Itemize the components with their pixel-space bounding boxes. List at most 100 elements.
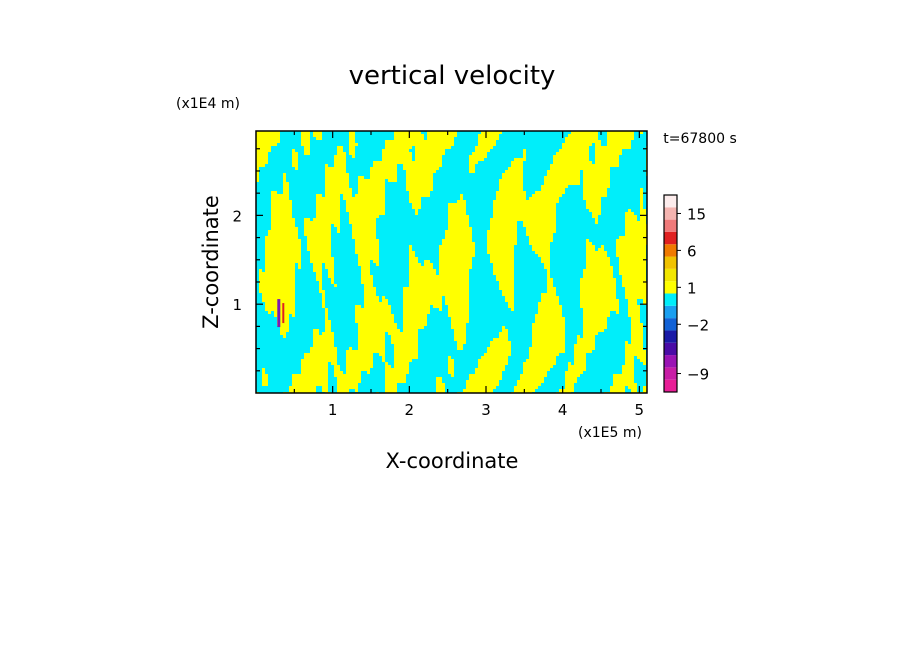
- field-cell: [337, 230, 340, 233]
- field-cell: [619, 269, 646, 272]
- field-cell: [478, 134, 499, 137]
- field-cell: [388, 332, 418, 335]
- field-cell: [313, 263, 322, 266]
- field-cell: [622, 275, 646, 278]
- field-cell: [346, 356, 373, 359]
- field-cell: [346, 359, 373, 362]
- field-cell: [529, 350, 565, 353]
- field-cell: [271, 218, 295, 221]
- field-cell: [337, 149, 343, 152]
- field-cell: [436, 389, 445, 392]
- field-cell: [373, 161, 442, 164]
- field-cell: [442, 239, 472, 242]
- field-cell: [409, 272, 436, 275]
- field-cell: [448, 209, 466, 212]
- field-cell: [271, 194, 289, 197]
- field-cell: [451, 320, 469, 323]
- field-cell: [547, 272, 550, 275]
- field-cell: [613, 380, 634, 383]
- field-cell: [304, 224, 331, 227]
- field-cell: [469, 164, 475, 167]
- field-cell: [580, 296, 616, 299]
- field-cell: [640, 203, 643, 206]
- field-cell: [433, 305, 442, 308]
- field-cell: [508, 305, 514, 308]
- field-cell: [511, 164, 523, 167]
- field-cell: [628, 308, 640, 311]
- field-cell: [532, 248, 550, 251]
- field-cell: [328, 272, 334, 275]
- field-cell: [643, 362, 646, 365]
- field-cell: [523, 152, 526, 155]
- field-cell: [541, 257, 550, 260]
- field-cell: [307, 248, 331, 251]
- field-cell: [586, 254, 607, 257]
- field-cell: [349, 137, 355, 140]
- field-cell: [301, 362, 328, 365]
- field-cell: [487, 233, 517, 236]
- field-cell: [499, 185, 523, 188]
- field-cell: [409, 257, 418, 260]
- field-cell: [640, 194, 643, 197]
- field-cell: [316, 272, 322, 275]
- field-cell: [337, 389, 349, 392]
- field-cell: [631, 320, 640, 323]
- field-cell: [355, 248, 379, 251]
- field-cell: [355, 389, 358, 392]
- field-cell: [550, 167, 610, 170]
- field-cell: [565, 140, 601, 143]
- field-cell: [259, 278, 295, 281]
- field-cell: [565, 371, 583, 374]
- field-cell: [532, 323, 565, 326]
- field-cell: [355, 320, 394, 323]
- field-cell: [616, 251, 646, 254]
- field-cell: [640, 206, 643, 209]
- field-cell: [499, 332, 508, 335]
- field-cell: [568, 134, 598, 137]
- colorbar-segment: [664, 305, 677, 319]
- field-cell: [490, 221, 517, 224]
- field-cell: [382, 152, 412, 155]
- field-cell: [478, 362, 508, 365]
- field-cell: [541, 296, 559, 299]
- field-cell: [412, 203, 421, 206]
- field-cell: [532, 341, 565, 344]
- field-cell: [544, 176, 580, 179]
- y-axis-label: Z-coordinate: [199, 195, 223, 329]
- field-cell: [271, 206, 292, 209]
- field-cell: [271, 209, 292, 212]
- field-cell: [316, 203, 340, 206]
- field-cell: [610, 389, 625, 392]
- field-cell: [592, 215, 598, 218]
- field-cell: [301, 368, 328, 371]
- field-cell: [490, 254, 514, 257]
- colorbar-segment: [664, 342, 677, 356]
- field-cell: [316, 137, 322, 140]
- field-cell: [532, 329, 565, 332]
- field-cell: [448, 311, 469, 314]
- field-cell: [256, 143, 277, 146]
- field-cell: [595, 218, 598, 221]
- field-cell: [625, 293, 647, 296]
- field-cell: [529, 236, 553, 239]
- field-cell: [346, 203, 385, 206]
- field-cell: [583, 194, 607, 197]
- field-cell: [259, 287, 295, 290]
- field-cell: [499, 335, 508, 338]
- field-cell: [361, 272, 370, 275]
- field-cell: [403, 296, 442, 299]
- field-cell: [262, 374, 268, 377]
- field-cell: [499, 281, 514, 284]
- field-cell: [445, 233, 472, 236]
- field-cell: [259, 269, 262, 272]
- field-cell: [385, 377, 406, 380]
- field-cell: [607, 143, 631, 146]
- field-cell: [487, 245, 514, 248]
- field-cell: [409, 260, 418, 263]
- field-cell: [586, 263, 610, 266]
- field-cell: [469, 377, 502, 380]
- field-cell: [586, 200, 601, 203]
- field-cell: [403, 329, 418, 332]
- field-cell: [271, 227, 298, 230]
- field-cell: [334, 368, 340, 371]
